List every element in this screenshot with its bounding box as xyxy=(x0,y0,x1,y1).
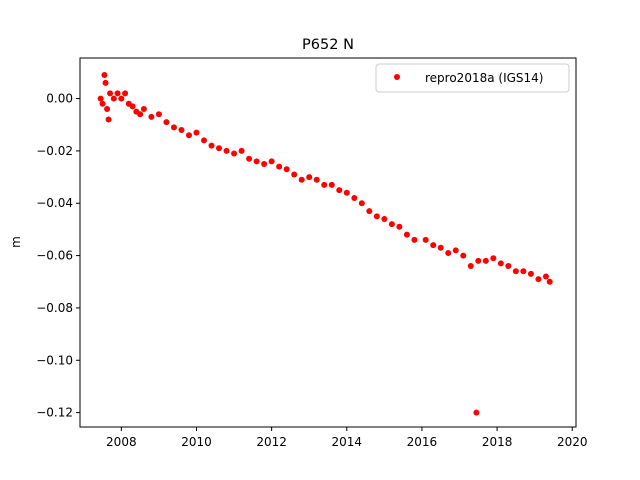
data-point xyxy=(452,247,459,254)
data-point xyxy=(403,231,410,238)
x-tick-label: 2012 xyxy=(256,435,287,449)
data-point xyxy=(497,260,504,267)
data-point xyxy=(381,215,388,222)
data-point xyxy=(170,124,177,131)
data-point xyxy=(129,103,136,110)
data-point xyxy=(122,90,129,97)
data-point xyxy=(306,174,313,181)
x-axis: 2008 2010 2012 2014 2016 2018 2020 xyxy=(106,427,588,449)
y-axis-label: m xyxy=(9,236,23,248)
data-point xyxy=(97,95,104,102)
y-tick-label: −0.10 xyxy=(36,353,73,367)
data-point xyxy=(99,100,106,107)
y-tick-label: −0.04 xyxy=(36,196,73,210)
data-point xyxy=(140,106,147,113)
data-point xyxy=(336,187,343,194)
y-tick-label: −0.02 xyxy=(36,144,73,158)
data-point xyxy=(105,116,112,123)
legend-label: repro2018a (IGS14) xyxy=(425,71,543,85)
scatter-points xyxy=(97,72,553,416)
data-point xyxy=(313,176,320,183)
data-point xyxy=(358,200,365,207)
data-point xyxy=(208,142,215,149)
y-tick-label: 0.00 xyxy=(46,92,73,106)
data-point xyxy=(396,223,403,230)
x-tick-label: 2018 xyxy=(482,435,513,449)
x-tick-label: 2020 xyxy=(557,435,588,449)
x-tick-label: 2010 xyxy=(181,435,212,449)
x-tick-label: 2008 xyxy=(106,435,137,449)
data-point xyxy=(527,270,534,277)
data-point xyxy=(535,276,542,283)
data-point xyxy=(422,236,429,243)
data-point xyxy=(351,195,358,202)
data-point xyxy=(321,181,328,188)
data-point xyxy=(178,126,185,133)
legend: repro2018a (IGS14) xyxy=(375,63,570,93)
data-point xyxy=(216,145,223,152)
data-point xyxy=(490,255,497,262)
data-point xyxy=(291,171,298,178)
legend-marker xyxy=(394,74,400,80)
data-point xyxy=(328,181,335,188)
y-tick-label: −0.08 xyxy=(36,301,73,315)
data-point xyxy=(238,147,245,154)
data-point xyxy=(283,166,290,173)
data-point xyxy=(104,106,111,113)
x-tick-label: 2014 xyxy=(332,435,363,449)
data-point xyxy=(268,158,275,165)
data-point xyxy=(107,90,114,97)
data-point xyxy=(163,119,170,126)
chart-title: P652 N xyxy=(302,37,354,53)
data-point xyxy=(298,176,305,183)
data-point xyxy=(467,263,474,270)
data-point xyxy=(482,257,489,264)
data-point xyxy=(542,273,549,280)
data-point xyxy=(373,213,380,220)
y-tick-label: −0.12 xyxy=(36,406,73,420)
data-point xyxy=(343,189,350,196)
x-tick-label: 2016 xyxy=(407,435,438,449)
legend-box xyxy=(375,63,570,93)
data-point xyxy=(246,155,253,162)
data-point xyxy=(155,111,162,118)
data-point xyxy=(193,129,200,136)
data-point xyxy=(473,409,480,416)
data-point xyxy=(276,163,283,170)
data-point xyxy=(388,221,395,228)
data-point xyxy=(102,79,109,86)
data-point xyxy=(475,257,482,264)
data-point xyxy=(445,249,452,256)
data-point xyxy=(437,244,444,251)
data-point xyxy=(110,95,117,102)
data-point xyxy=(185,132,192,139)
data-point xyxy=(546,278,553,285)
data-point xyxy=(101,72,108,79)
data-point xyxy=(411,236,418,243)
data-point xyxy=(114,90,121,97)
data-point xyxy=(512,268,519,275)
data-point xyxy=(505,263,512,270)
data-point xyxy=(430,242,437,249)
data-point xyxy=(366,208,373,215)
data-point xyxy=(148,113,155,120)
data-point xyxy=(520,268,527,275)
y-axis: 0.00 −0.02 −0.04 −0.06 −0.08 −0.10 −0.12 xyxy=(36,92,80,420)
data-point xyxy=(253,158,260,165)
data-point xyxy=(223,147,230,154)
axes-frame xyxy=(79,57,577,428)
data-point xyxy=(118,95,125,102)
data-point xyxy=(137,111,144,118)
data-point xyxy=(201,137,207,144)
data-point xyxy=(261,160,268,167)
data-point xyxy=(460,252,467,259)
data-point xyxy=(231,150,238,157)
y-tick-label: −0.06 xyxy=(36,249,73,263)
